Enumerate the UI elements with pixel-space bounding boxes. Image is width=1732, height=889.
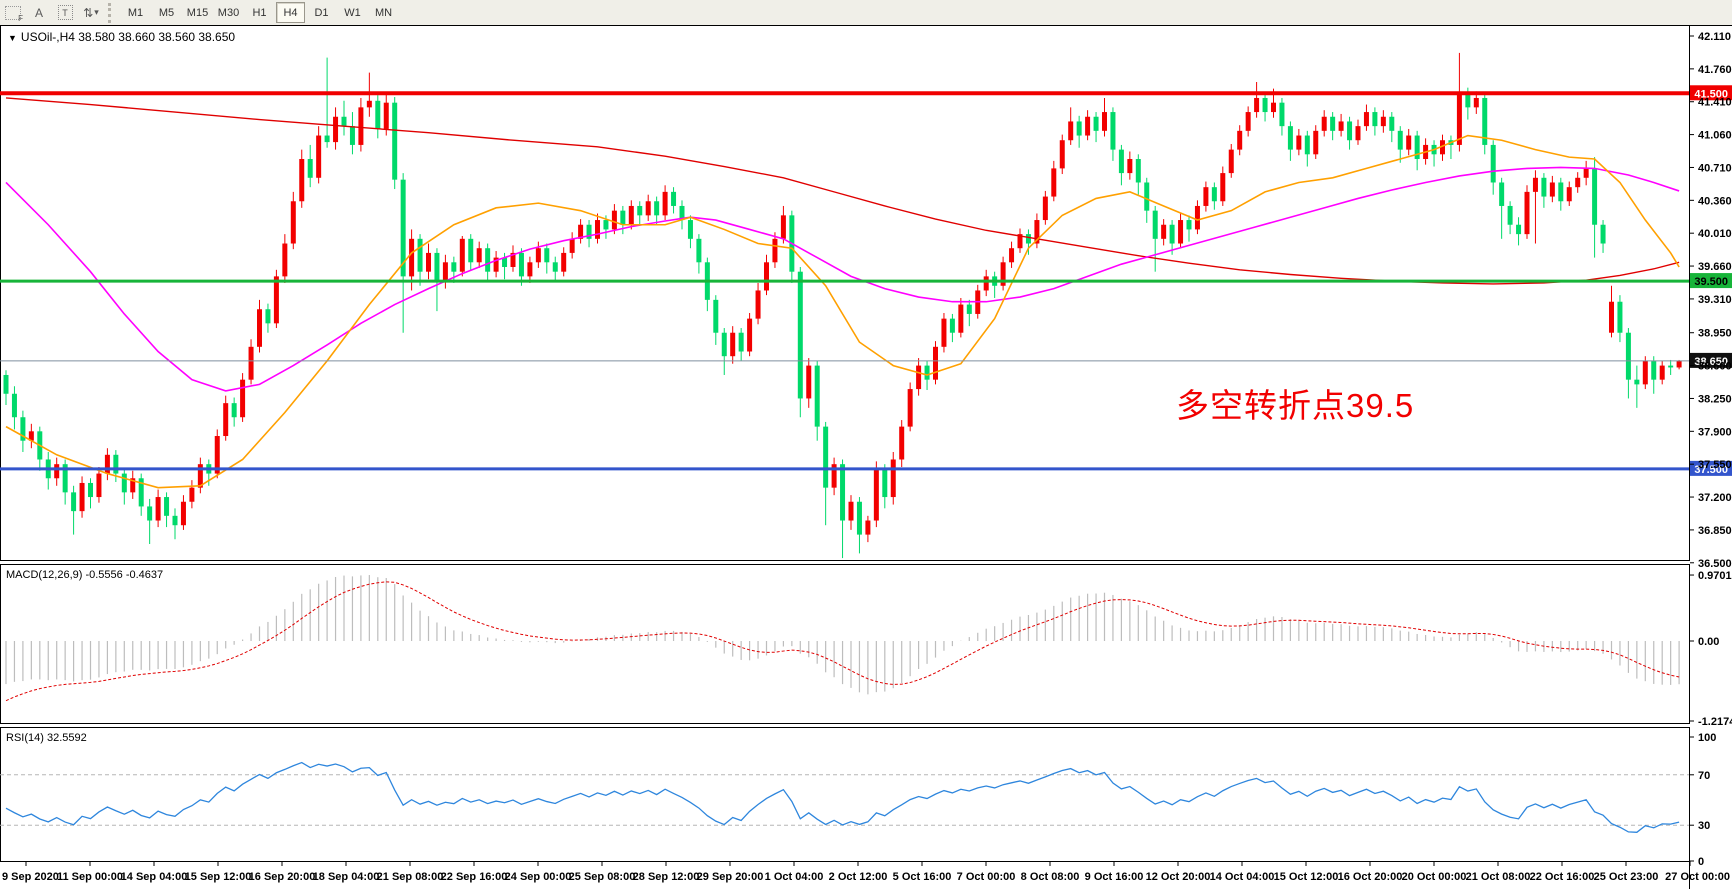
time-tick-label: 15 Oct 12:00 [1274, 871, 1339, 883]
time-tick-label: 9 Sep 2020 [2, 871, 59, 883]
time-tick-label: 22 Oct 16:00 [1530, 871, 1595, 883]
price-badge-pivot [1690, 273, 1732, 289]
time-tick-label: 18 Sep 04:00 [313, 871, 380, 883]
timeframe-button-d1[interactable]: D1 [314, 6, 329, 19]
timeframe-button-m1[interactable]: M1 [127, 6, 144, 19]
price-tick-label: 38.600 [1698, 361, 1732, 373]
time-tick-label: 15 Sep 12:00 [185, 871, 252, 883]
timeframe-button-w1[interactable]: W1 [344, 6, 361, 19]
arrow-objects-glyph: ⇅ [83, 5, 94, 20]
price-tick-label: 42.110 [1698, 31, 1731, 43]
chart-annotation-text: 多空转折点39.5 [1176, 387, 1415, 424]
label-tool-icon[interactable]: T [53, 3, 77, 23]
timeframe-button-mn[interactable]: MN [374, 6, 393, 19]
text-tool-letter: A [34, 5, 43, 20]
price-tick-label: 40.010 [1698, 228, 1732, 240]
price-badge-label-pivot: 39.500 [1694, 276, 1728, 288]
price-tick-label: 39.660 [1698, 261, 1732, 273]
time-tick-label: 11 Sep 00:00 [57, 871, 123, 883]
timeframe-button-m15[interactable]: M15 [186, 6, 209, 19]
text-tool-icon[interactable]: A [27, 3, 51, 23]
rsi-indicator-label: RSI(14) 32.5592 [6, 732, 87, 744]
price-badge-resistance [1690, 85, 1732, 101]
timeframe-button-m30[interactable]: M30 [217, 6, 240, 19]
price-tick-label: 41.760 [1698, 64, 1732, 76]
rsi-line [5, 761, 1680, 833]
ma-slow-line [5, 97, 1680, 285]
time-tick-label: 9 Oct 16:00 [1085, 871, 1144, 883]
price-badge-label-resistance: 41.500 [1694, 88, 1728, 100]
ma-fast-line [5, 134, 1680, 489]
timeframe-button-h4[interactable]: H4 [276, 2, 305, 23]
price-tick-label: 39.310 [1698, 294, 1732, 306]
time-tick-label: 28 Sep 12:00 [633, 871, 700, 883]
ma-medium-line [5, 166, 1680, 392]
rsi-tick-label: 70 [1698, 770, 1710, 782]
price-tick-label: 38.950 [1698, 328, 1732, 340]
price-tick-label: 37.550 [1698, 459, 1732, 471]
time-tick-label: 21 Oct 08:00 [1466, 871, 1531, 883]
chart-canvas[interactable]: 41.500 39.500 38.650 37.500 42.110 41.760 41.4… [0, 25, 1732, 889]
time-tick-label: 16 Sep 20:00 [249, 871, 316, 883]
rsi-tick-label: 0 [1698, 856, 1704, 868]
panel-separator-macd[interactable] [0, 560, 1690, 565]
price-badge-current-price [1690, 352, 1732, 368]
toolbar-separator-handle[interactable] [108, 2, 116, 23]
time-tick-label: 5 Oct 16:00 [893, 871, 952, 883]
fibonacci-grid-letter: F [18, 13, 23, 23]
time-tick-label: 14 Sep 04:00 [121, 871, 188, 883]
time-tick-label: 24 Sep 00:00 [505, 871, 572, 883]
panel-separator-rsi[interactable] [0, 723, 1690, 728]
time-tick-label: 27 Oct 00:00 [1665, 871, 1730, 883]
price-tick-label: 38.250 [1698, 393, 1732, 405]
time-tick-label: 25 Sep 08:00 [569, 871, 636, 883]
time-tick-label: 20 Oct 00:00 [1402, 871, 1467, 883]
macd-histogram [5, 575, 1680, 695]
candles-layer [3, 52, 1682, 559]
price-tick-label: 36.850 [1698, 525, 1732, 537]
macd-tick-label: 0.9701 [1698, 570, 1732, 582]
macd-indicator-label: MACD(12,26,9) -0.5556 -0.4637 [6, 569, 164, 581]
rsi-tick-label: 30 [1698, 820, 1710, 832]
time-tick-label: 14 Oct 04:00 [1210, 871, 1275, 883]
collapse-triangle-icon[interactable]: ▼ [8, 33, 17, 43]
time-tick-label: 29 Sep 20:00 [697, 871, 764, 883]
chart-title: ▼ USOil-,H4 38.580 38.660 38.560 38.650 [8, 30, 235, 44]
time-tick-label: 7 Oct 00:00 [957, 871, 1016, 883]
price-tick-label: 37.900 [1698, 426, 1732, 438]
time-tick-label: 21 Sep 08:00 [377, 871, 444, 883]
price-tick-label: 36.500 [1698, 558, 1732, 570]
price-tick-label: 40.710 [1698, 162, 1732, 174]
price-badge-support [1690, 460, 1732, 476]
arrow-objects-icon[interactable]: ⇅ ▾ [79, 3, 103, 23]
macd-tick-label: 0.00 [1698, 636, 1719, 648]
time-tick-label: 16 Oct 20:00 [1338, 871, 1403, 883]
price-tick-label: 40.360 [1698, 195, 1732, 207]
fibonacci-grid-icon[interactable]: F [1, 3, 25, 23]
label-tool-letter: T [57, 5, 73, 20]
toolbar: F A T ⇅ ▾ M1 M5 M15 M30 H1 H4 D1 W1 MN [0, 0, 1732, 26]
price-tick-label: 41.410 [1698, 97, 1732, 109]
time-tick-label: 25 Oct 23:00 [1594, 871, 1659, 883]
price-tick-label: 41.060 [1698, 130, 1732, 142]
macd-tick-label: -1.2174 [1698, 716, 1732, 728]
timeframe-button-h1[interactable]: H1 [252, 6, 267, 19]
rsi-tick-label: 100 [1698, 732, 1716, 744]
time-tick-label: 2 Oct 12:00 [829, 871, 888, 883]
time-tick-label: 1 Oct 04:00 [765, 871, 824, 883]
macd-signal-line [5, 581, 1680, 702]
time-tick-label: 22 Sep 16:00 [441, 871, 508, 883]
price-badge-label-support: 37.500 [1694, 464, 1728, 476]
time-tick-label: 8 Oct 08:00 [1021, 871, 1080, 883]
time-tick-label: 12 Oct 20:00 [1146, 871, 1211, 883]
timeframe-button-group: M1 M5 M15 M30 H1 H4 D1 W1 MN [120, 2, 399, 23]
price-badge-label-current-price: 38.650 [1694, 356, 1728, 368]
timeframe-button-m5[interactable]: M5 [158, 6, 175, 19]
chart-title-text: USOil-,H4 38.580 38.660 38.560 38.650 [20, 30, 236, 44]
dropdown-caret-icon[interactable]: ▾ [94, 7, 99, 17]
price-tick-label: 37.200 [1698, 492, 1732, 504]
